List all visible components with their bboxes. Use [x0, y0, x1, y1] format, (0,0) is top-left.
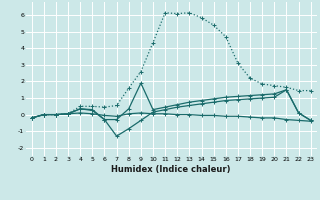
X-axis label: Humidex (Indice chaleur): Humidex (Indice chaleur)	[111, 165, 231, 174]
